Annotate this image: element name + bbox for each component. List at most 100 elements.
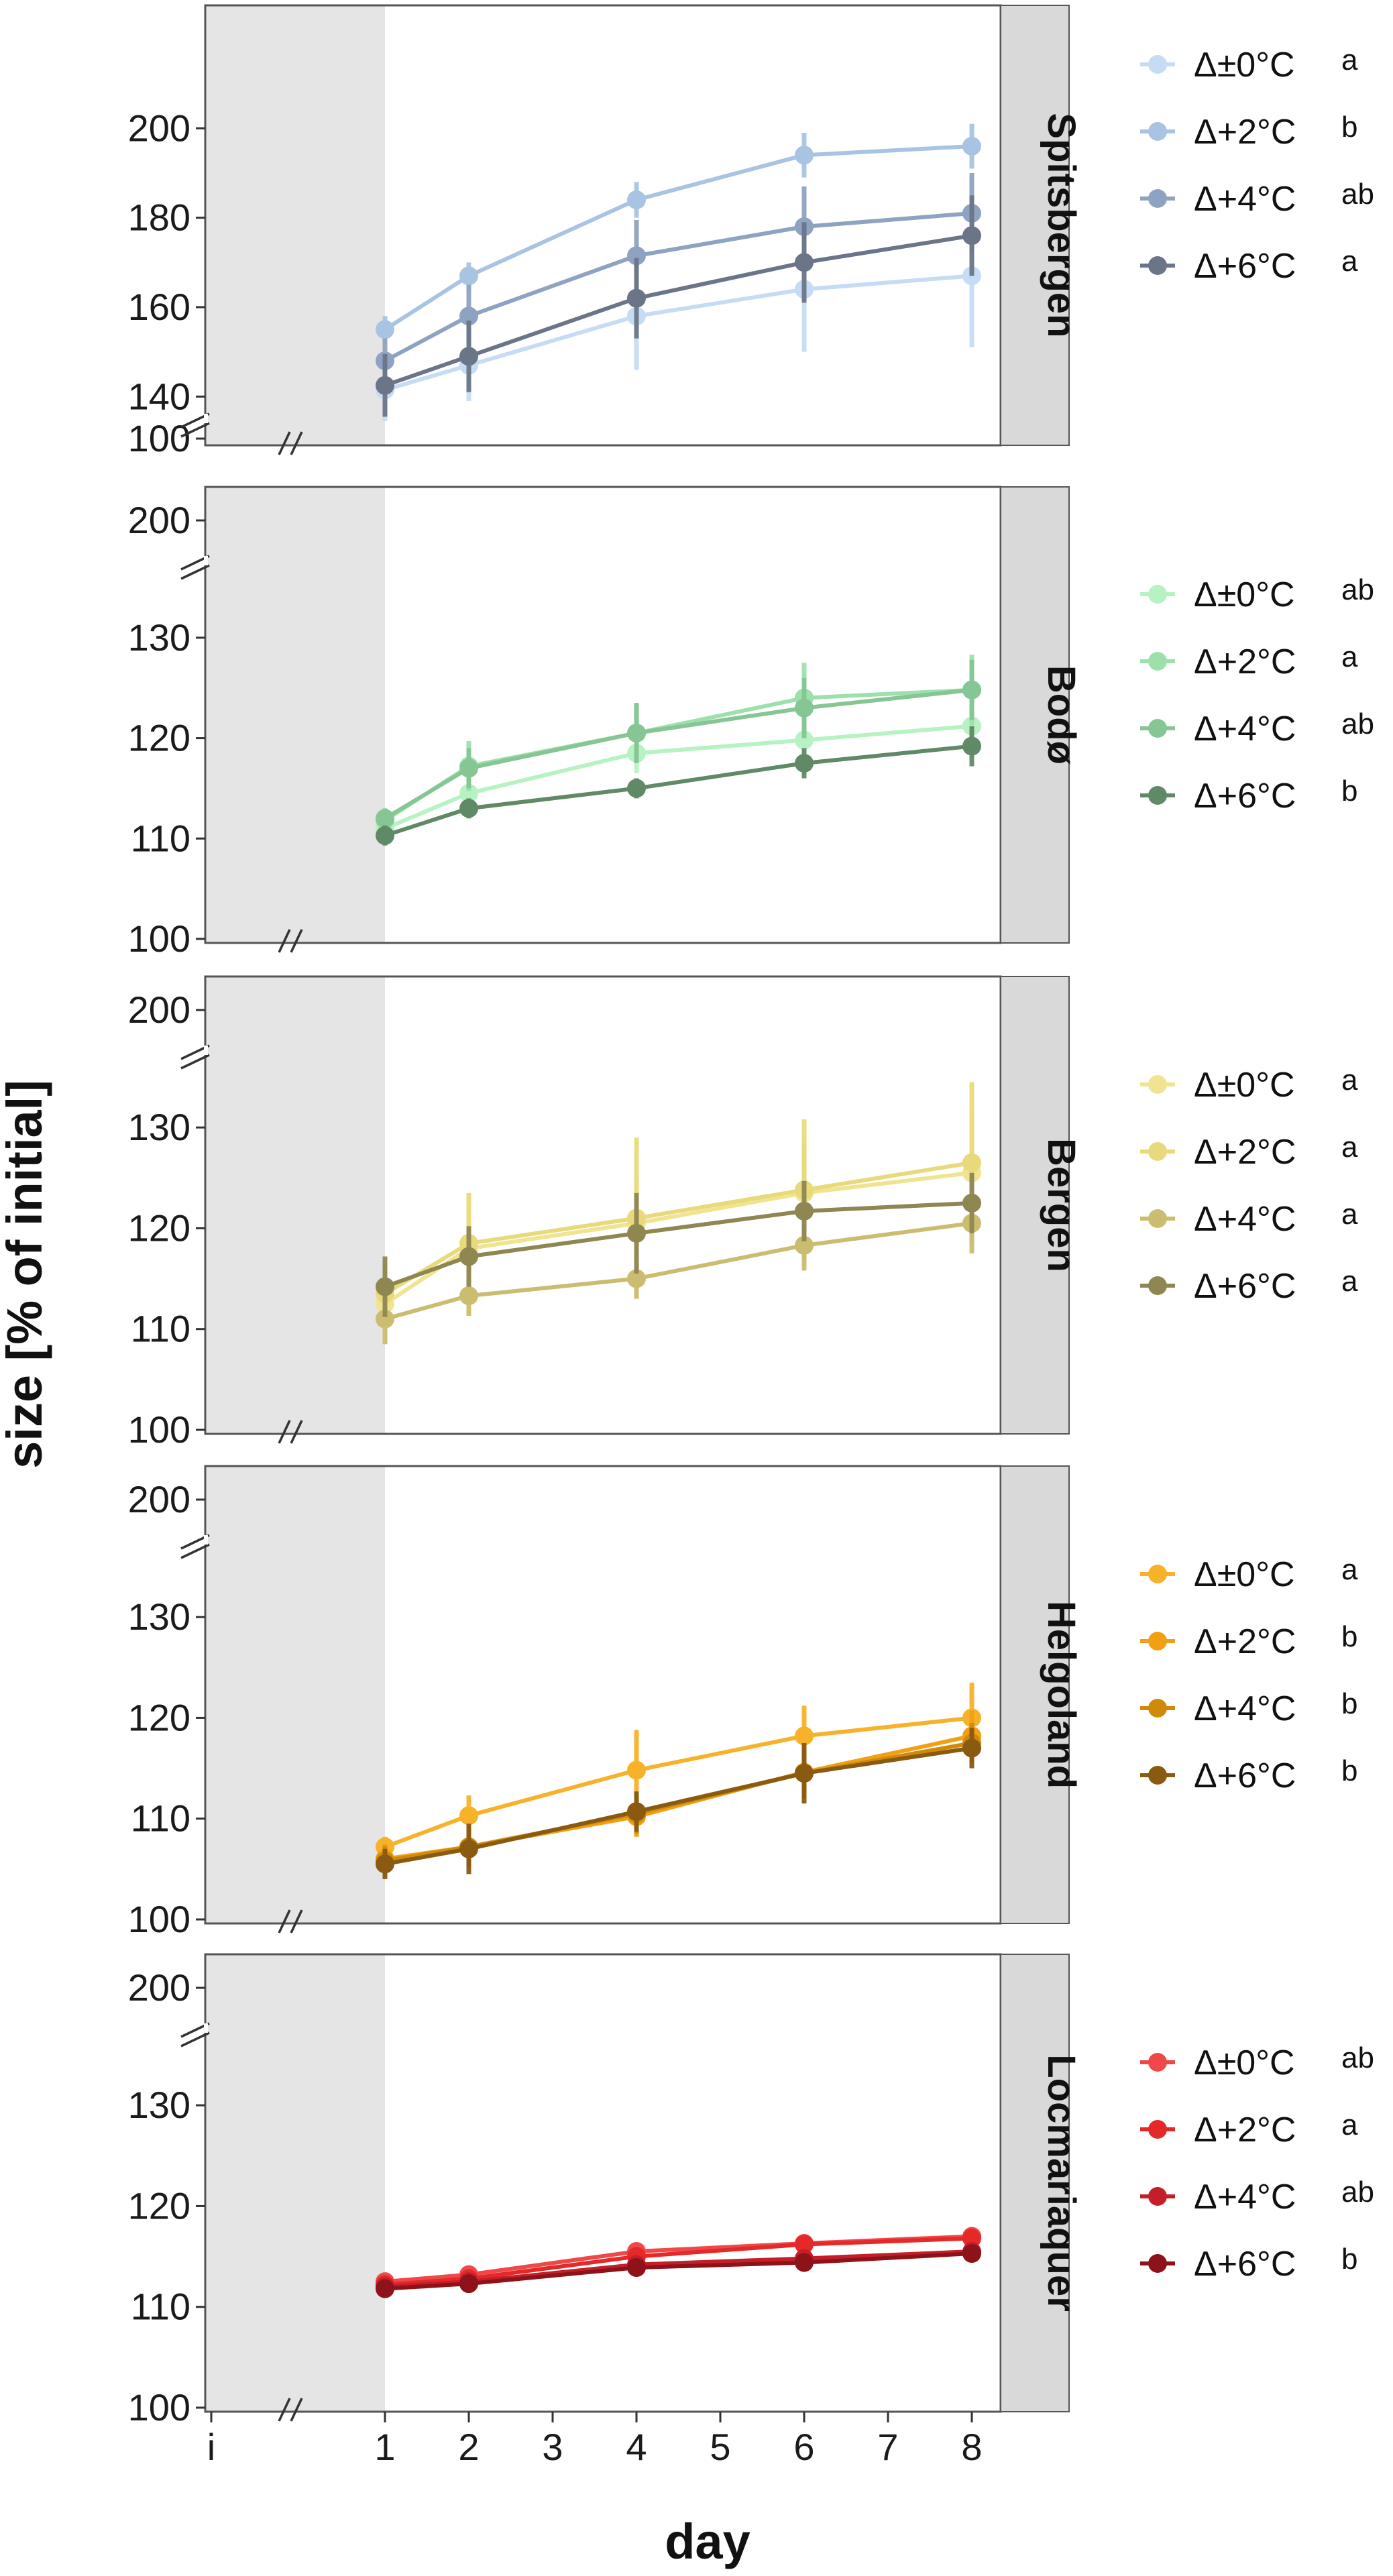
data-point [459,1247,478,1266]
facet-strip-label: Locmariaquer [1040,2054,1083,2312]
legend-entry: Δ+4°C ab [1140,708,1374,748]
y-axis-break-mark [180,422,210,438]
legend-entry: Δ+6°C b [1140,2243,1357,2284]
data-point [627,724,646,743]
data-point [962,226,981,245]
x-tick-label: 4 [626,2426,647,2468]
y-tick-label: 110 [131,1797,190,1840]
data-point [376,826,394,845]
y-axis-break-mark [180,1543,210,1559]
x-axis-break-mark [290,1909,303,1934]
data-point [376,1854,394,1874]
legend-group-letter: ab [1341,178,1374,211]
legend-group-letter: a [1341,1553,1358,1586]
legend-label: Δ+6°C [1194,2245,1296,2284]
x-axis-break-mark [290,1420,303,1444]
legend-marker [1148,2120,1167,2139]
legend-label: Δ±0°C [1194,46,1295,85]
y-tick-label: 100 [128,1898,190,1940]
legend-marker [1148,585,1167,604]
legend-label: Δ±0°C [1194,575,1295,614]
y-axis-title: size [% of initial] [0,1080,52,1469]
legend-entry: Δ+4°C b [1140,1687,1357,1728]
data-point [962,2229,981,2248]
legend-label: Δ+2°C [1194,642,1296,681]
facet-strip-label: Bodø [1040,665,1083,765]
facet-strip [1000,5,1070,446]
y-tick-label: 110 [131,817,190,859]
data-point [627,1802,646,1822]
legend-marker [1148,786,1167,805]
shaded-region [205,976,385,1434]
x-axis-break-mark [278,431,291,455]
data-point [962,137,981,156]
legend-entry: Δ±0°C ab [1140,573,1374,614]
legend-marker [1148,1276,1167,1295]
x-tick-label: 5 [710,2426,730,2468]
series-Δ+6°C [376,726,981,846]
legend-label: Δ±0°C [1194,1066,1295,1105]
data-point [459,347,478,366]
x-tick-label: 2 [458,2426,479,2468]
y-tick-label: 130 [128,2084,190,2126]
y-break-tick-label: 100 [128,417,190,459]
y-tick-label: 100 [128,917,190,960]
x-axis-break-mark [278,929,291,953]
legend-marker [1148,1565,1167,1583]
legend-entry: Δ+4°C ab [1140,2176,1374,2217]
data-point [962,1738,981,1758]
legend-marker [1148,55,1167,74]
data-point [627,246,646,266]
facet-strip [1000,1954,1070,2412]
legend-label: Δ±0°C [1194,2043,1295,2082]
data-point [627,779,646,798]
data-point [459,799,478,818]
legend-entry: Δ+4°C ab [1140,178,1374,219]
x-tick-label: 8 [961,2426,982,2468]
legend-group-letter: a [1341,1131,1358,1164]
y-tick-label: 200 [128,107,190,149]
series-Δ+4°C [376,1192,981,1345]
data-point [962,736,981,756]
y-tick-label: 120 [128,1207,190,1249]
legend-group-letter: b [1341,2243,1357,2276]
y-tick-label: 130 [128,616,190,659]
legend-label: Δ+2°C [1194,1133,1296,1172]
x-axis-break-mark [290,2398,303,2422]
x-tick-label: 3 [542,2426,563,2468]
y-tick-label: 180 [128,197,190,239]
legend-label: Δ+6°C [1194,247,1296,286]
legend-marker [1148,2254,1167,2273]
legend-entry: Δ±0°C a [1140,1553,1358,1594]
shaded-region [205,1954,385,2412]
legend-label: Δ+6°C [1194,777,1296,816]
data-point [459,759,478,778]
legend-group-letter: b [1341,775,1357,807]
data-point [795,146,814,165]
y-break-tick-label: 200 [128,989,190,1031]
legend-marker [1148,2187,1167,2206]
shaded-region [205,5,385,445]
x-axis-break-mark [290,431,303,455]
x-axis-break-mark [278,1909,291,1934]
x-axis-break-mark [278,2398,291,2422]
y-tick-label: 110 [131,1308,190,1350]
data-point [795,1764,814,1783]
data-point [962,2244,981,2263]
legend-label: Δ+4°C [1194,180,1296,219]
legend-group-letter: b [1341,1687,1357,1720]
y-axis-break-gap [204,556,208,565]
legend-label: Δ+2°C [1194,1622,1296,1661]
legend-entry: Δ±0°C a [1140,44,1358,85]
series-Δ+6°C [376,1728,981,1879]
legend-group-letter: ab [1341,2176,1374,2208]
data-point [962,1193,981,1213]
legend-label: Δ+4°C [1194,2178,1296,2217]
legend-marker [1148,189,1167,208]
data-point [376,320,394,339]
